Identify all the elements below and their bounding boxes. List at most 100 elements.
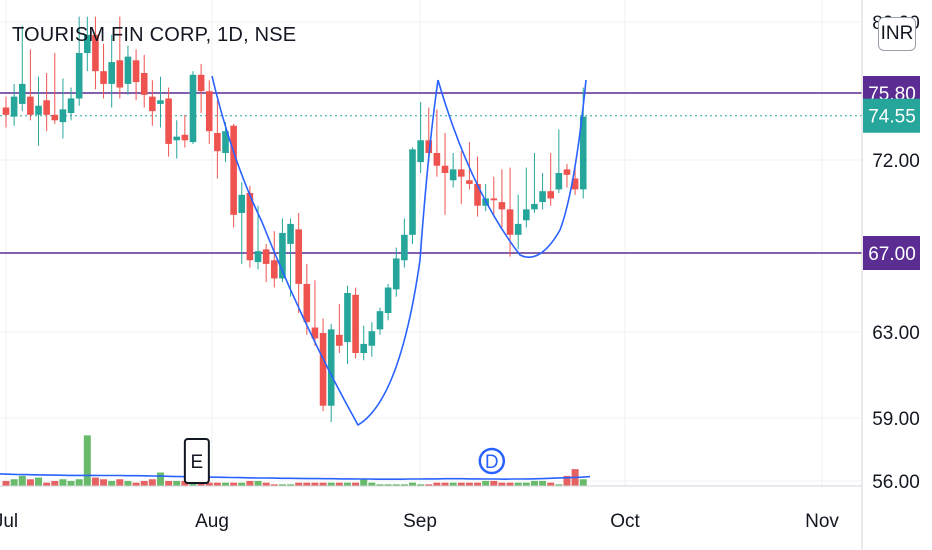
candle [18, 25, 26, 112]
candle-body [319, 333, 327, 406]
candle-body [222, 131, 229, 153]
currency-button[interactable]: INR [878, 17, 916, 51]
volume-bar [384, 484, 392, 486]
volume-bar [441, 482, 449, 486]
volume-bar [67, 480, 75, 486]
last-price-tag-bg [863, 98, 920, 133]
candle [27, 49, 34, 121]
candle-body [270, 260, 278, 279]
candle [205, 80, 213, 144]
volume-bar [181, 480, 189, 486]
volume-bar [238, 482, 246, 486]
candle-body [490, 198, 498, 201]
candle-body [165, 98, 172, 144]
candle-body [140, 73, 148, 95]
volume-bar [319, 482, 327, 486]
volume-bar [124, 480, 132, 486]
candle [327, 323, 335, 423]
volume-bar [433, 482, 441, 486]
candle-body [523, 209, 530, 221]
candle [2, 96, 10, 128]
volume-bar [173, 480, 181, 486]
candlesticks [2, 16, 587, 423]
candle [287, 218, 294, 297]
volume-bar [449, 482, 457, 486]
candle [165, 87, 172, 157]
volume-bar [100, 479, 108, 486]
candle-body [344, 293, 351, 343]
volume-bar [579, 479, 587, 486]
candle [392, 247, 400, 297]
candle-body [327, 329, 335, 406]
candle-body [230, 125, 237, 215]
candle [124, 45, 132, 95]
candle-body [506, 209, 514, 235]
candle-body [181, 134, 189, 141]
volume-bar [26, 479, 34, 486]
volume-bar [43, 482, 51, 486]
level-price-tag-bg [863, 236, 920, 270]
candle-body [18, 83, 26, 104]
candle [433, 109, 441, 177]
candle-body [441, 165, 449, 173]
volume-moving-average [0, 473, 591, 481]
cup-curve [211, 75, 439, 427]
candle [149, 80, 156, 126]
candle-body [279, 233, 286, 279]
candle [368, 322, 376, 357]
candle-body [100, 71, 107, 84]
candle [108, 34, 115, 108]
volume-bar [409, 482, 416, 486]
volume-bar [539, 480, 547, 486]
event-marker-d: D [478, 447, 506, 475]
candle [51, 53, 59, 124]
volume-bar [311, 482, 319, 486]
volume-bar [352, 482, 360, 486]
candle [303, 263, 311, 335]
volume-bar [287, 484, 295, 486]
candle-body [197, 74, 205, 92]
time-axis[interactable]: Jul Aug Sep Oct Nov [0, 485, 862, 532]
candle-body [425, 140, 433, 153]
time-tick-label: Aug [195, 511, 229, 532]
volume-bar [35, 477, 43, 486]
candle-body [466, 180, 473, 184]
volume-bar [465, 482, 473, 486]
candle [547, 153, 555, 206]
candle [262, 243, 270, 283]
volume-bar [514, 482, 522, 486]
candle [384, 283, 392, 321]
candle [344, 285, 351, 364]
candle-body [360, 343, 368, 353]
volume-bar [530, 480, 538, 486]
candle-body [51, 114, 59, 121]
candle-body [262, 249, 270, 264]
candle-body [246, 193, 254, 261]
price-tick-label: 72.00 [872, 151, 920, 172]
volume-bar [59, 479, 67, 486]
last-price-tag: 74.55 [868, 107, 916, 128]
volume-bar [262, 482, 270, 486]
candle [254, 205, 262, 270]
candle-body [108, 62, 115, 84]
candle-body [514, 223, 522, 235]
candle [457, 151, 465, 204]
cup-and-handle-pattern[interactable] [211, 75, 587, 427]
candle [539, 173, 546, 210]
volume-bar [303, 482, 311, 486]
volume-bar [376, 484, 384, 486]
volume-bar [490, 480, 498, 486]
volume-bar [132, 482, 140, 486]
handle-curve [437, 79, 587, 258]
earnings-marker-box [183, 438, 210, 484]
candle [441, 133, 449, 215]
volume-bar [400, 484, 408, 486]
horizontal-levels[interactable] [0, 92, 862, 254]
volume-bar [83, 435, 91, 486]
candle [43, 73, 50, 132]
candle [563, 163, 571, 188]
candle-body [132, 60, 140, 83]
